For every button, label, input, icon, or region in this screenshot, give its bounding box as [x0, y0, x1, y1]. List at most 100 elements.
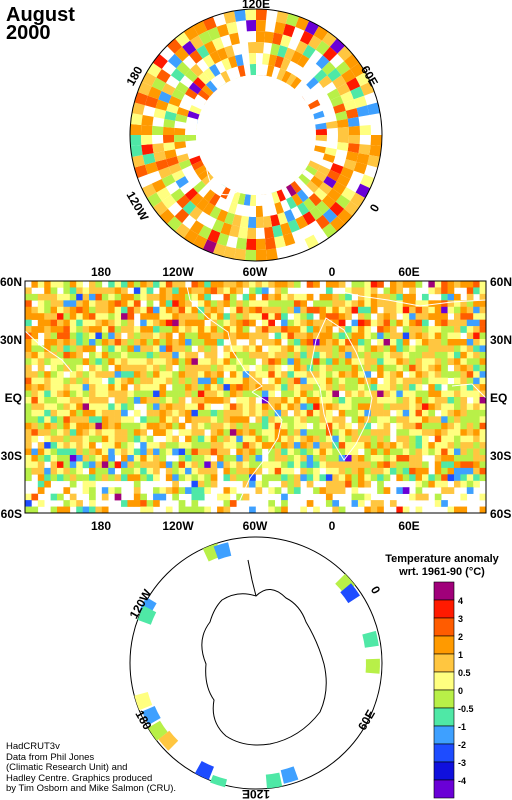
grid-cell [447, 281, 455, 288]
grid-cell [121, 435, 128, 443]
grid-cell [50, 313, 58, 320]
grid-cell [242, 319, 250, 327]
grid-cell [313, 442, 320, 449]
grid-cell [261, 416, 269, 424]
grid-cell [153, 390, 160, 398]
grid-cell [300, 435, 308, 443]
grid-cell [428, 326, 436, 333]
grid-cell [236, 390, 243, 398]
grid-cell [428, 351, 436, 359]
grid-cell [146, 461, 154, 469]
polar-cell [158, 166, 172, 179]
grid-cell [402, 461, 410, 469]
grid-cell [274, 403, 282, 411]
grid-cell [236, 326, 243, 333]
grid-cell [44, 429, 51, 436]
grid-cell [153, 448, 160, 456]
polar-cell [163, 142, 176, 152]
grid-cell [89, 351, 96, 359]
grid-cell [281, 332, 288, 340]
grid-cell [146, 306, 154, 314]
grid-cell [44, 403, 51, 411]
grid-cell [261, 461, 269, 469]
grid-cell [460, 326, 468, 333]
grid-cell [466, 429, 474, 436]
grid-cell [165, 429, 173, 436]
grid-cell [409, 281, 416, 288]
grid-cell [210, 474, 218, 482]
grid-cell [197, 377, 205, 385]
grid-cell [159, 300, 167, 308]
grid-cell [396, 455, 404, 462]
grid-cell [101, 487, 109, 494]
polar-cell [216, 209, 228, 223]
grid-cell [466, 442, 474, 449]
grid-cell [50, 326, 58, 333]
grid-cell [383, 397, 391, 404]
grid-cell [50, 306, 58, 314]
grid-cell [153, 377, 160, 385]
grid-cell [325, 409, 333, 417]
grid-cell [377, 409, 384, 417]
grid-cell [287, 448, 295, 456]
grid-cell [50, 448, 58, 456]
grid-cell [441, 293, 448, 301]
grid-cell [345, 409, 352, 417]
grid-cell [434, 435, 442, 443]
polar-cell [191, 160, 204, 171]
grid-cell [402, 403, 410, 411]
grid-cell [121, 474, 128, 482]
grid-cell [428, 345, 436, 353]
grid-cell [325, 403, 333, 411]
grid-cell [319, 474, 327, 482]
grid-cell [377, 364, 384, 372]
grid-cell [421, 467, 429, 475]
grid-cell [25, 422, 32, 430]
grid-cell [114, 306, 122, 314]
polar-cell [314, 170, 327, 182]
grid-cell [89, 313, 96, 320]
grid-cell [441, 480, 448, 488]
grid-cell [338, 281, 346, 288]
grid-cell [153, 339, 160, 346]
grid-cell [89, 416, 96, 424]
grid-cell [332, 377, 340, 385]
grid-cell [351, 461, 359, 469]
polar-cell [198, 225, 212, 240]
grid-cell [101, 300, 109, 308]
grid-cell [57, 345, 64, 353]
grid-cell [402, 455, 410, 462]
polar-cell [207, 26, 221, 41]
grid-cell [281, 442, 288, 449]
grid-cell [274, 300, 282, 308]
grid-cell [101, 390, 109, 398]
grid-cell [31, 455, 39, 462]
polar-cell [336, 118, 349, 128]
grid-cell [25, 351, 32, 359]
grid-cell [396, 390, 404, 398]
grid-cell [383, 306, 391, 314]
grid-cell [351, 339, 359, 346]
grid-cell [185, 377, 192, 385]
grid-cell [191, 493, 199, 501]
grid-cell [261, 442, 269, 449]
polar-cell [274, 201, 284, 215]
grid-cell [319, 332, 327, 340]
grid-cell [479, 313, 487, 320]
grid-cell [165, 409, 173, 417]
grid-cell [140, 358, 147, 366]
grid-cell [268, 313, 276, 320]
grid-cell [377, 403, 384, 411]
grid-cell [69, 500, 77, 507]
grid-cell [159, 455, 167, 462]
grid-cell [370, 306, 378, 314]
grid-cell [345, 474, 352, 482]
grid-cell [185, 409, 192, 417]
grid-cell [415, 390, 423, 398]
grid-cell [114, 474, 122, 482]
grid-cell [332, 487, 340, 494]
polar-cell [223, 10, 236, 24]
polar-cell [305, 165, 318, 176]
grid-cell [434, 422, 442, 430]
polar-cell [201, 84, 214, 97]
